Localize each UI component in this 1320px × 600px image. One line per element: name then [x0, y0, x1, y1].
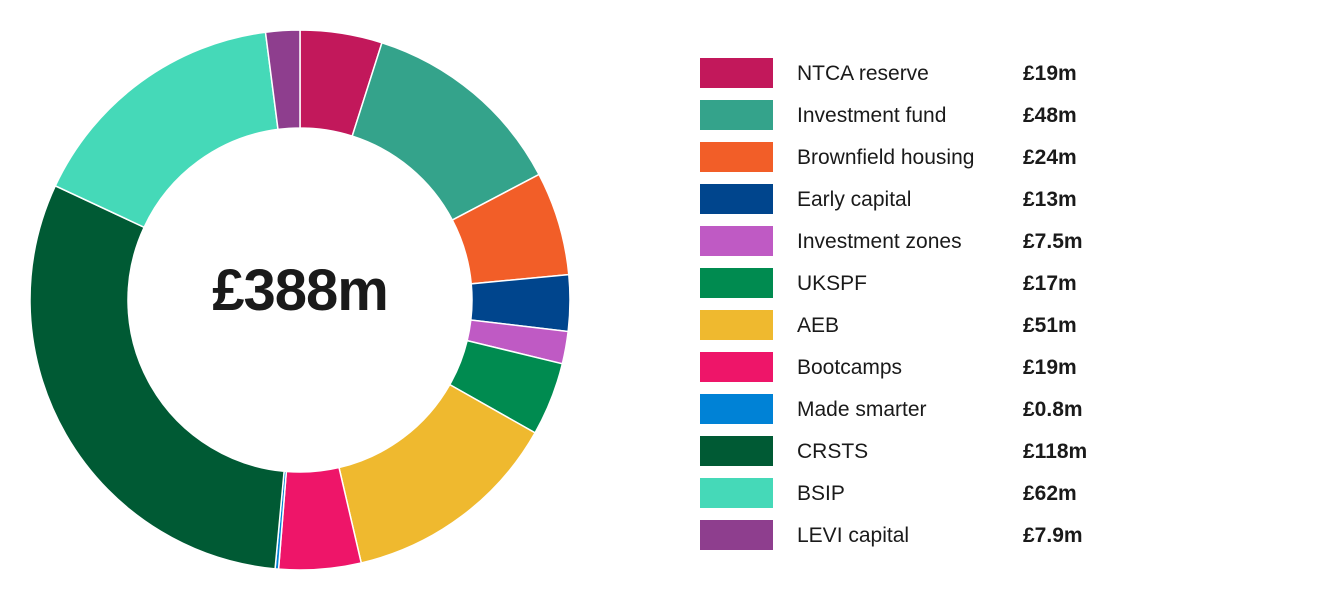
legend-value: £17m	[1023, 272, 1077, 295]
legend-label: NTCA reserve	[797, 62, 929, 85]
legend-swatch	[700, 100, 773, 130]
legend-label: Investment zones	[797, 230, 962, 253]
legend-value: £118m	[1023, 440, 1088, 463]
legend-swatch	[700, 268, 773, 298]
legend-value: £51m	[1023, 314, 1077, 337]
legend-label: Early capital	[797, 188, 912, 211]
legend-value: £19m	[1023, 356, 1077, 379]
legend-value: £48m	[1023, 104, 1077, 127]
legend-item: Investment fund £48m	[700, 100, 1220, 142]
donut-slice	[264, 29, 301, 131]
legend-item: Investment zones £7.5m	[700, 226, 1220, 268]
legend: NTCA reserve £19m Investment fund £48m Brown…	[700, 58, 1220, 562]
legend-swatch	[700, 226, 773, 256]
legend-item: UKSPF £17m	[700, 268, 1220, 310]
legend-item: LEVI capital £7.9m	[700, 520, 1220, 562]
legend-item: Bootcamps £19m	[700, 352, 1220, 394]
legend-item: Brownfield housing £24m	[700, 142, 1220, 184]
legend-value: £7.5m	[1023, 230, 1083, 253]
donut-slice	[54, 31, 279, 229]
legend-item: BSIP £62m	[700, 478, 1220, 520]
legend-label: CRSTS	[797, 440, 869, 463]
legend-item: Early capital £13m	[700, 184, 1220, 226]
legend-swatch	[700, 352, 773, 382]
legend-label: Investment fund	[797, 104, 947, 127]
legend-label: Made smarter	[797, 398, 927, 421]
donut-slice	[29, 184, 285, 570]
legend-label: BSIP	[797, 482, 845, 505]
legend-swatch	[700, 436, 773, 466]
legend-swatch	[700, 142, 773, 172]
donut-chart	[29, 29, 571, 571]
legend-value: £7.9m	[1023, 524, 1083, 547]
legend-swatch	[700, 184, 773, 214]
legend-label: UKSPF	[797, 272, 868, 295]
legend-label: Brownfield housing	[797, 146, 975, 169]
total-label: £388m	[212, 258, 389, 323]
legend-swatch	[700, 394, 773, 424]
legend-swatch	[700, 310, 773, 340]
legend-value: £62m	[1023, 482, 1077, 505]
legend-item: NTCA reserve £19m	[700, 58, 1220, 100]
legend-value: £0.8m	[1023, 398, 1083, 421]
legend-swatch	[700, 520, 773, 550]
legend-item: Made smarter £0.8m	[700, 394, 1220, 436]
legend-label: AEB	[797, 314, 840, 337]
legend-value: £24m	[1023, 146, 1077, 169]
legend-label: LEVI capital	[797, 524, 910, 547]
legend-label: Bootcamps	[797, 356, 903, 379]
legend-swatch	[700, 478, 773, 508]
legend-item: CRSTS £118m	[700, 436, 1220, 478]
legend-value: £19m	[1023, 62, 1077, 85]
legend-item: AEB £51m	[700, 310, 1220, 352]
legend-value: £13m	[1023, 188, 1077, 211]
legend-swatch	[700, 58, 773, 88]
